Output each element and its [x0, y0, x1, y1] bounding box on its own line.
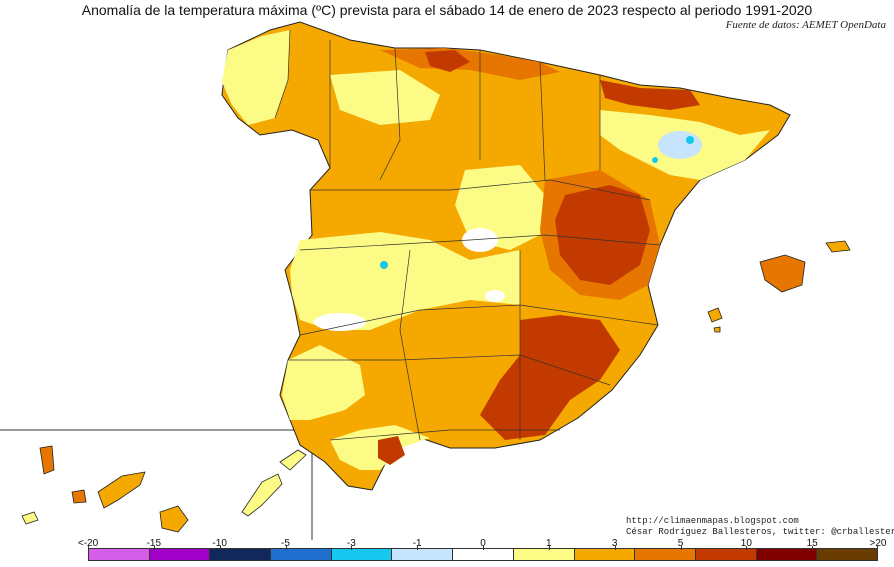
- legend-tick-label: -10: [212, 538, 227, 549]
- anomaly-cyan-center: [380, 261, 388, 269]
- menorca: [825, 240, 851, 253]
- legend-swatch: [271, 549, 332, 560]
- la-palma: [39, 445, 55, 475]
- legend-swatch: [756, 549, 818, 560]
- legend-tick-mark: [877, 546, 878, 550]
- anomaly-yellow-north: [330, 70, 440, 125]
- legend-tick-label: >20: [869, 538, 887, 549]
- anomaly-yellow-southwest: [282, 345, 365, 420]
- legend-swatch: [210, 549, 272, 560]
- legend-tick-label: -5: [281, 538, 290, 549]
- anomaly-cool-center: [462, 228, 498, 252]
- anomaly-cool-west: [314, 313, 366, 331]
- legend-tick-mark: [153, 546, 155, 550]
- anomaly-white-center-south: [485, 290, 505, 302]
- legend-tick-label: 10: [740, 538, 752, 549]
- gran-canaria: [159, 505, 189, 533]
- legend-swatch: [149, 549, 211, 560]
- legend-tick-label: 5: [677, 538, 684, 549]
- legend-tick-label: 15: [806, 538, 818, 549]
- legend-swatch: [331, 549, 393, 560]
- province-boundaries: [274, 29, 661, 441]
- tenerife: [97, 471, 146, 509]
- legend-swatch: [392, 549, 454, 560]
- legend-tick-label: 1: [546, 538, 552, 549]
- ibiza: [707, 307, 723, 323]
- legend-tick-mark: [812, 546, 814, 550]
- blog-credit: http://climaenmapas.blogspot.com: [626, 516, 799, 526]
- legend-swatch: [695, 549, 757, 560]
- legend-tick-mark: [417, 546, 419, 550]
- anomaly-red-iberian: [555, 185, 650, 285]
- legend-swatch: [513, 549, 575, 560]
- legend-tick-mark: [614, 546, 616, 550]
- legend-tick-label: 0: [480, 538, 486, 549]
- legend-swatch: [635, 549, 696, 560]
- legend-swatch: [574, 549, 636, 560]
- formentera: [713, 326, 721, 333]
- legend-tick-mark: [351, 546, 353, 550]
- mallorca: [759, 254, 806, 293]
- legend-swatch: [453, 549, 514, 560]
- anomaly-cool-northeast: [658, 131, 702, 159]
- legend-tick-label: -15: [146, 538, 162, 549]
- legend-tick-mark: [680, 546, 682, 550]
- legend-tick-mark: [219, 546, 221, 550]
- el-hierro: [21, 511, 39, 525]
- legend-tick-label: -1: [412, 538, 422, 549]
- lanzarote: [279, 449, 307, 471]
- legend-swatch: [817, 549, 877, 560]
- data-source: Fuente de datos: AEMET OpenData: [725, 19, 886, 31]
- anomaly-red-south: [378, 436, 405, 465]
- legend-tick-label: <-20: [77, 538, 99, 549]
- legend-tick-label: -3: [346, 538, 356, 549]
- anomaly-cyan-northeast-a: [686, 136, 694, 144]
- legend-tick-mark: [746, 546, 748, 550]
- legend-tick-label: 3: [611, 538, 618, 549]
- anomaly-red-pyrenees: [600, 80, 700, 110]
- anomaly-yellow-galicia: [222, 30, 290, 125]
- anomaly-darkorange-north: [380, 48, 560, 80]
- legend-swatch: [89, 549, 150, 560]
- author-credit: César Rodríguez Ballesteros, twitter: @c…: [626, 527, 894, 537]
- color-legend: [88, 548, 878, 561]
- legend-tick-mark: [483, 546, 484, 550]
- map-title: Anomalía de la temperatura máxima (ºC) p…: [81, 2, 813, 18]
- legend-tick-mark: [285, 546, 287, 550]
- anomaly-yellow-west: [290, 232, 520, 330]
- legend-tick-mark: [88, 546, 89, 550]
- fuerteventura: [241, 473, 283, 517]
- anomaly-red-north: [425, 50, 470, 72]
- anomaly-cyan-northeast-b: [652, 157, 658, 163]
- anomaly-red-southeast: [480, 315, 620, 440]
- la-gomera: [71, 489, 87, 504]
- legend-tick-mark: [548, 546, 550, 550]
